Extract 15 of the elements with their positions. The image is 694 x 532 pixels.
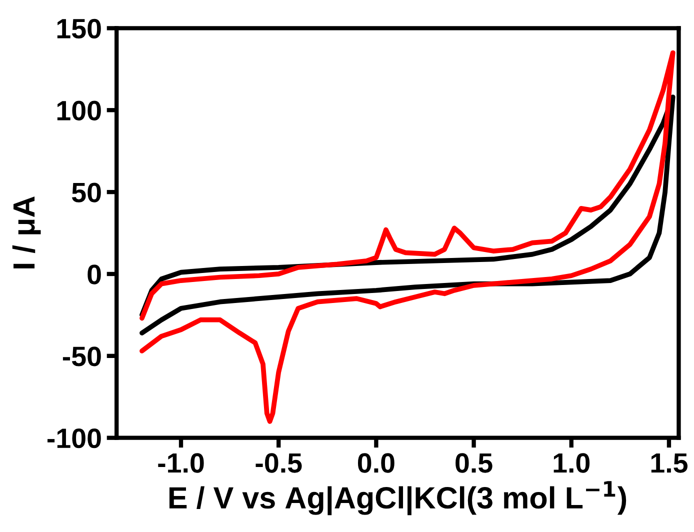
- y-tick-label: -100: [48, 428, 101, 448]
- x-tick-label: 0.0: [358, 453, 394, 473]
- x-tick-label: -0.5: [256, 453, 302, 473]
- x-tick-label: 0.5: [456, 453, 492, 473]
- x-axis-title: E / V vs Ag|AgCl|KCl(3 mol L$^{−1}$): [169, 481, 626, 516]
- x-tick-label: 1.5: [651, 453, 688, 473]
- y-tick-label: 150: [57, 18, 101, 39]
- y-tick-label: 50: [72, 182, 101, 202]
- x-tick-label: 1.0: [554, 453, 590, 473]
- x-tick-label: -1.0: [158, 453, 204, 473]
- y-tick-label: -50: [62, 346, 101, 366]
- y-tick-label: 0: [88, 264, 101, 284]
- y-axis-title: I / μA: [12, 196, 41, 268]
- y-tick-label: 100: [57, 100, 101, 120]
- line-series: [140, 50, 676, 424]
